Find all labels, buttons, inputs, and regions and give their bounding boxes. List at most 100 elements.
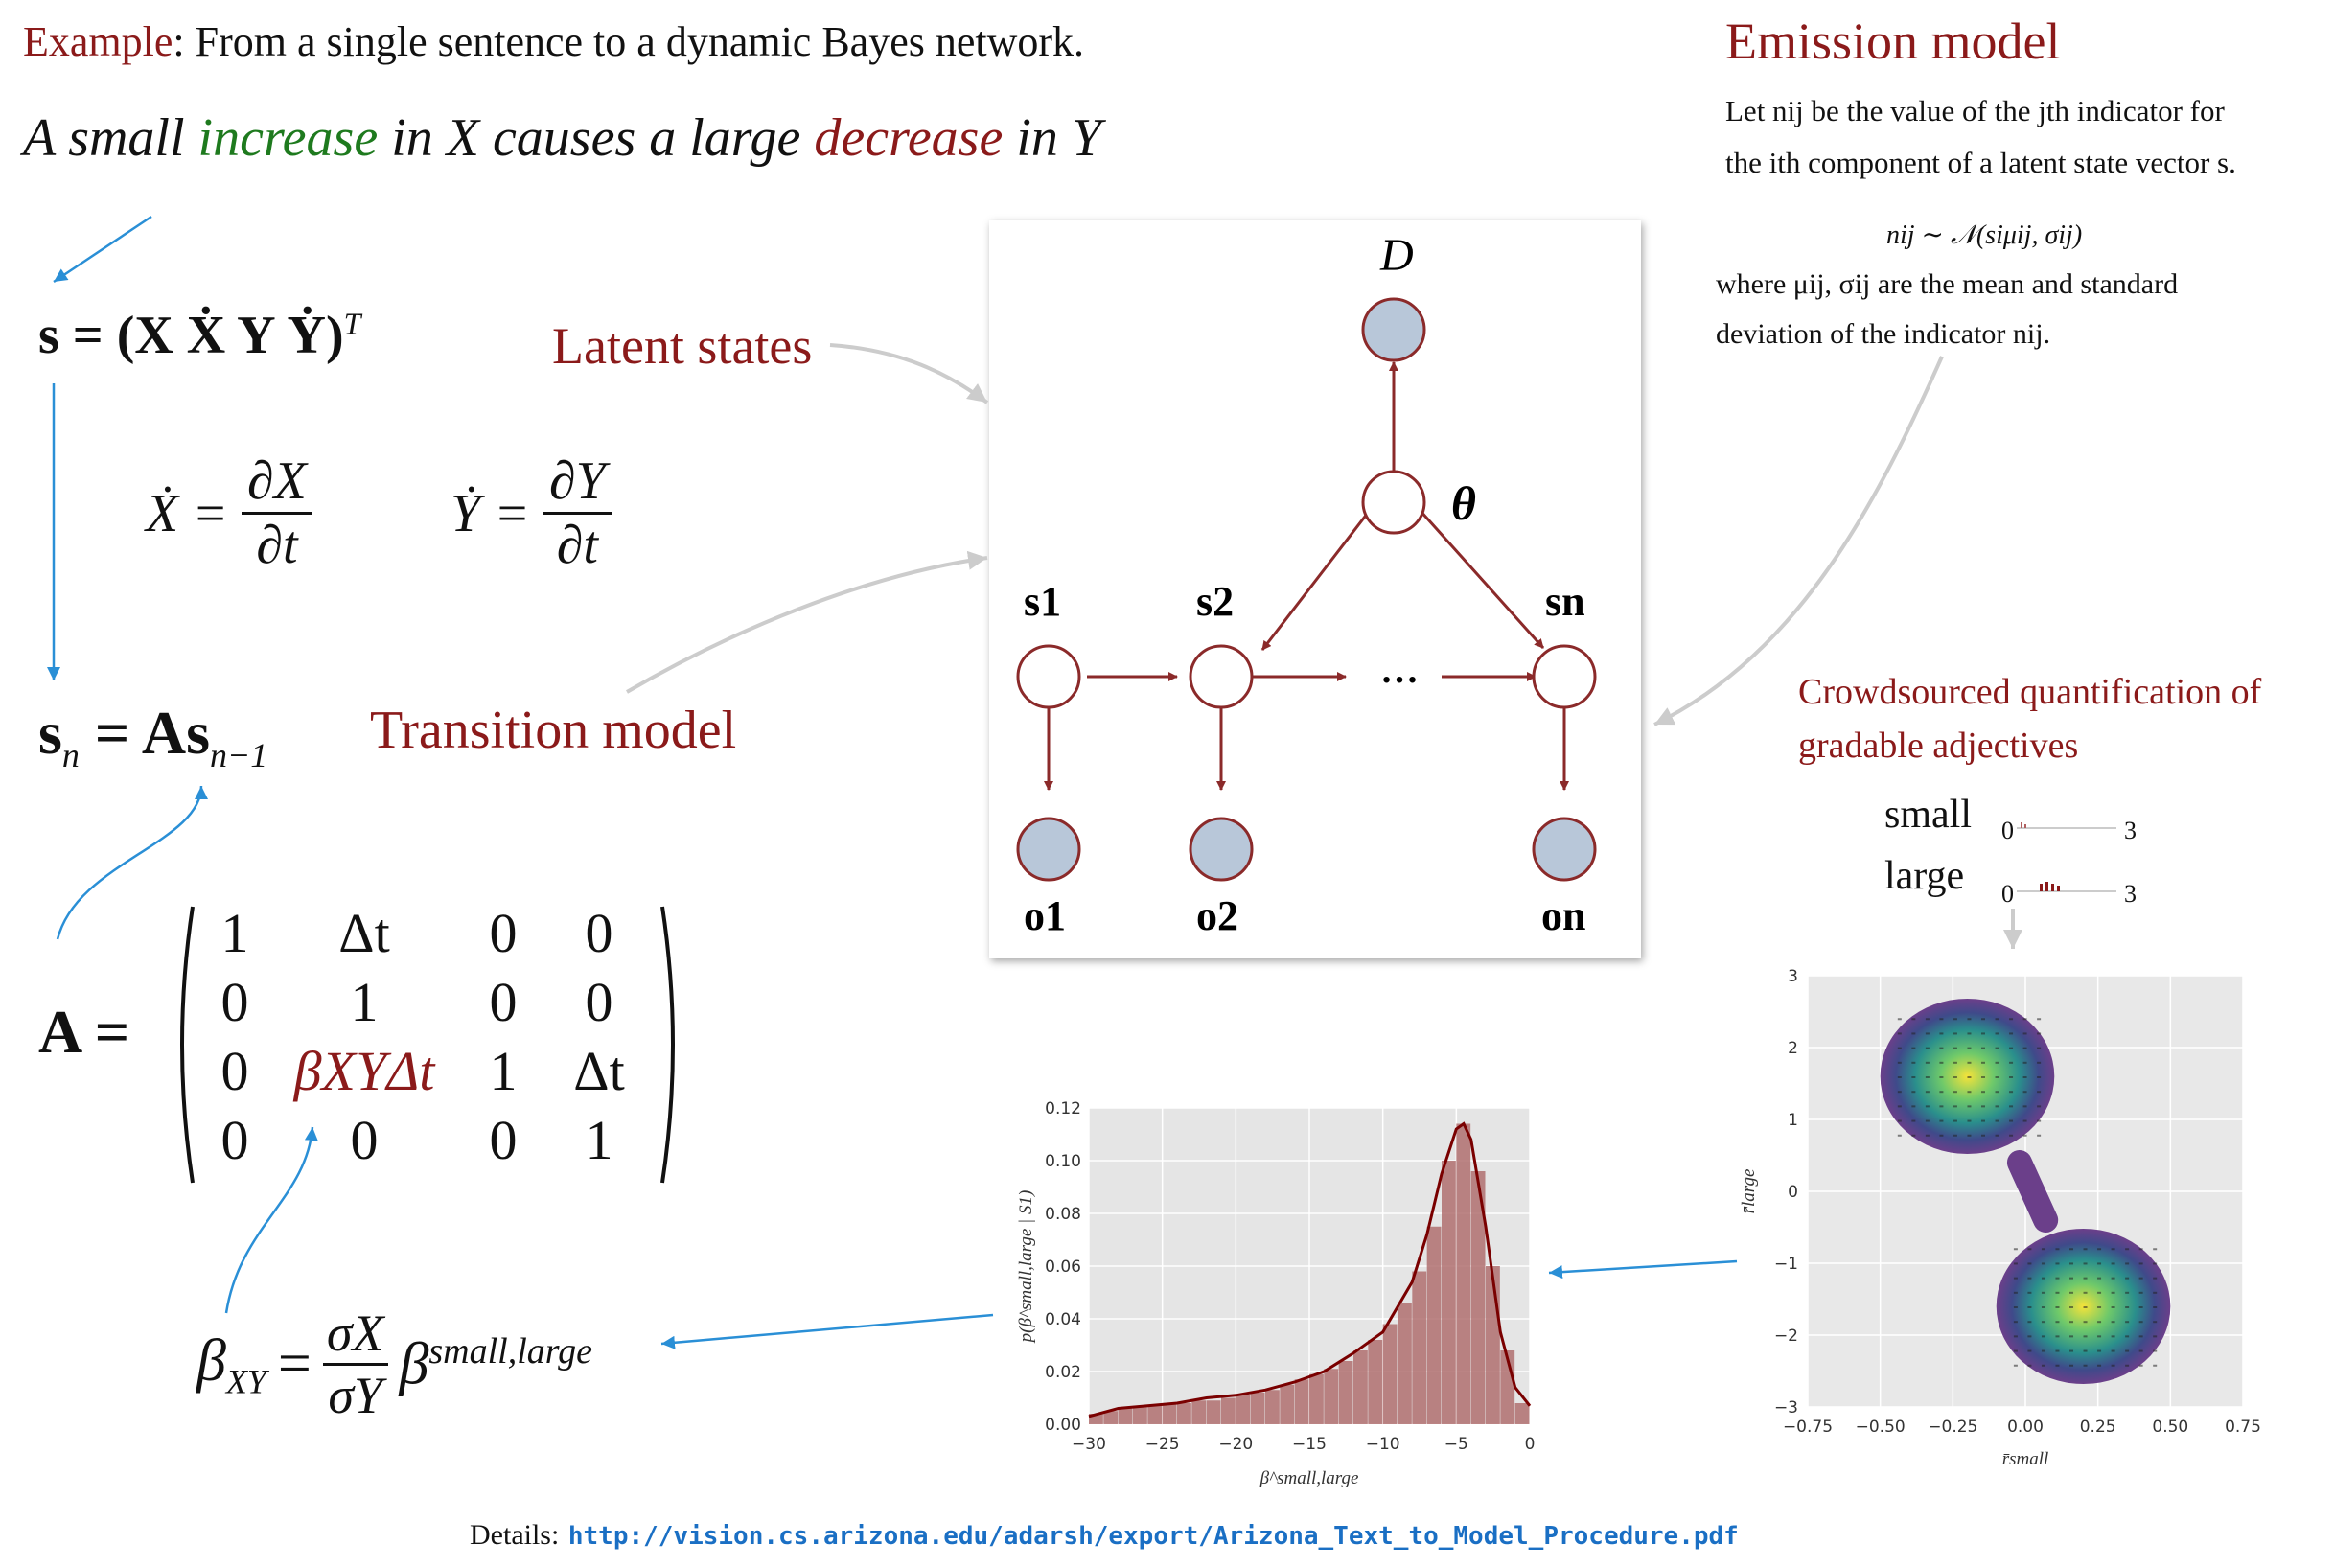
- node-theta: [1361, 470, 1426, 535]
- density-sample-point: [2097, 1364, 2102, 1367]
- bayes-network-panel: D θ … s1 s2 sn o1 o2 on: [989, 220, 1641, 958]
- density-sample-point: [1897, 1134, 1902, 1137]
- density-sample-point: [2055, 1335, 2060, 1338]
- hist-bar: [1309, 1373, 1324, 1424]
- density-sample-point: [2013, 1335, 2018, 1338]
- transition-equation: sn = Asn−1: [38, 698, 267, 775]
- density-xtick-label: −0.50: [1856, 1418, 1906, 1437]
- hist-ytick-label: 0.08: [1045, 1205, 1081, 1224]
- density-xtick-label: −0.25: [1928, 1418, 1977, 1437]
- density-sample-point: [1995, 1076, 1999, 1078]
- sentence-part-2: in X causes a large: [378, 108, 815, 168]
- density-sample-point: [2111, 1364, 2115, 1367]
- hist-xtick-label: −15: [1292, 1435, 1327, 1454]
- density-sample-point: [2055, 1277, 2060, 1280]
- density-sample-point: [1939, 1091, 1944, 1094]
- partial-t-x: ∂t: [256, 516, 298, 575]
- emission-formula: nij ∼ 𝒩(siμij, σij): [1886, 220, 2083, 250]
- density-sample-point: [2041, 1349, 2045, 1352]
- density-sample-point: [2083, 1277, 2088, 1280]
- density-sample-point: [2097, 1277, 2102, 1280]
- density-sample-point: [1925, 1047, 1930, 1049]
- density-sample-point: [2069, 1335, 2074, 1338]
- density-sample-point: [1995, 1018, 1999, 1021]
- density-sample-point: [2097, 1291, 2102, 1294]
- node-d: [1361, 297, 1426, 362]
- density-sample-point: [2097, 1248, 2102, 1251]
- arrow-histogram-to-beta: [660, 1313, 994, 1349]
- density-sample-point: [1939, 1047, 1944, 1049]
- density-sample-point: [1953, 1032, 1957, 1035]
- transition-sub-n1: n−1: [209, 735, 268, 774]
- density-sample-point: [2037, 1105, 2042, 1108]
- density-sample-point: [2013, 1291, 2018, 1294]
- density-sample-point: [2022, 1119, 2027, 1122]
- density-sample-point: [1980, 1061, 1985, 1064]
- xdot-equation: Ẋ = ∂X ∂t: [146, 450, 312, 576]
- density-sample-point: [1995, 1119, 1999, 1122]
- hist-bar: [1280, 1384, 1295, 1424]
- density-ytick-label: −3: [1774, 1398, 1798, 1418]
- density-sample-point: [2153, 1321, 2158, 1324]
- beta-lhs: βXY: [196, 1327, 266, 1401]
- label-s2: s2: [1196, 578, 1234, 625]
- hist-bar: [1382, 1324, 1398, 1424]
- hist-xtick-label: 0: [1525, 1435, 1536, 1454]
- density-sample-point: [1939, 1061, 1944, 1064]
- density-sample-point: [1980, 1018, 1985, 1021]
- ydot-equation: Ẏ = ∂Y ∂t: [451, 450, 612, 576]
- density-sample-point: [2041, 1364, 2045, 1367]
- density-sample-point: [1911, 1134, 1916, 1137]
- density-sample-point: [1911, 1047, 1916, 1049]
- matrix-cell-2-2: 1: [489, 1040, 518, 1102]
- density-sample-point: [1953, 1076, 1957, 1078]
- matrix-cell-1-2: 0: [489, 971, 518, 1033]
- density-sample-point: [2027, 1248, 2032, 1251]
- density-sample-point: [2097, 1306, 2102, 1308]
- density-sample-point: [1897, 1061, 1902, 1064]
- density-sample-point: [1967, 1134, 1972, 1137]
- footer-url-link[interactable]: http://vision.cs.arizona.edu/adarsh/expo…: [567, 1522, 1739, 1551]
- arrow-latent-to-network: [829, 343, 989, 404]
- adjective-rating-strips: [2017, 822, 2116, 892]
- density-sample-point: [1897, 1032, 1902, 1035]
- density-sample-point: [1925, 1119, 1930, 1122]
- density-sample-point: [1967, 1076, 1972, 1078]
- density-sample-point: [2083, 1335, 2088, 1338]
- density-sample-point: [2125, 1248, 2130, 1251]
- sentence-part-3: in Y: [1003, 108, 1102, 168]
- matrix-cell-0-0: 1: [220, 902, 249, 964]
- sentence-part-1: A small: [23, 108, 198, 168]
- density-sample-point: [2037, 1061, 2042, 1064]
- label-ellipsis: …: [1380, 648, 1419, 691]
- hist-bar: [1442, 1161, 1456, 1424]
- density-sample-point: [1911, 1032, 1916, 1035]
- hist-xtick-label: −25: [1145, 1435, 1180, 1454]
- density-sample-point: [1925, 1105, 1930, 1108]
- sentence-decrease: decrease: [814, 108, 1004, 168]
- density-sample-point: [2041, 1306, 2045, 1308]
- density-sample-point: [2111, 1291, 2115, 1294]
- density-sample-point: [1980, 1091, 1985, 1094]
- beta-rhs-symbol: β: [399, 1331, 429, 1397]
- beta-posterior-histogram: 0.00 0.02 0.04 0.06 0.08 0.10 0.12 −30 −25 −20 −15…: [1016, 1099, 1536, 1488]
- sigma-fraction: σX σY: [322, 1303, 388, 1425]
- density-sample-point: [2125, 1277, 2130, 1280]
- density-sample-point: [2037, 1134, 2042, 1137]
- density-cluster-blob: [1996, 1229, 2171, 1384]
- hist-bar: [1265, 1390, 1280, 1424]
- density-sample-point: [2138, 1364, 2143, 1367]
- density-xtick-label: 0.75: [2225, 1418, 2261, 1437]
- density-sample-point: [2027, 1364, 2032, 1367]
- latent-states-label: Latent states: [552, 317, 813, 375]
- density-sample-point: [2125, 1306, 2130, 1308]
- density-sample-point: [2037, 1091, 2042, 1094]
- density-sample-point: [1980, 1047, 1985, 1049]
- matrix-a: 1 Δt 0 0 0 1 0 0 0 βXYΔt 1 Δt 0 0 0 1: [177, 901, 685, 1188]
- hist-bar: [1470, 1171, 1486, 1424]
- density-sample-point: [2125, 1335, 2130, 1338]
- density-sample-point: [1897, 1047, 1902, 1049]
- density-sample-point: [2055, 1364, 2060, 1367]
- large-range-min: 0: [2001, 880, 2014, 908]
- density-sample-point: [2153, 1306, 2158, 1308]
